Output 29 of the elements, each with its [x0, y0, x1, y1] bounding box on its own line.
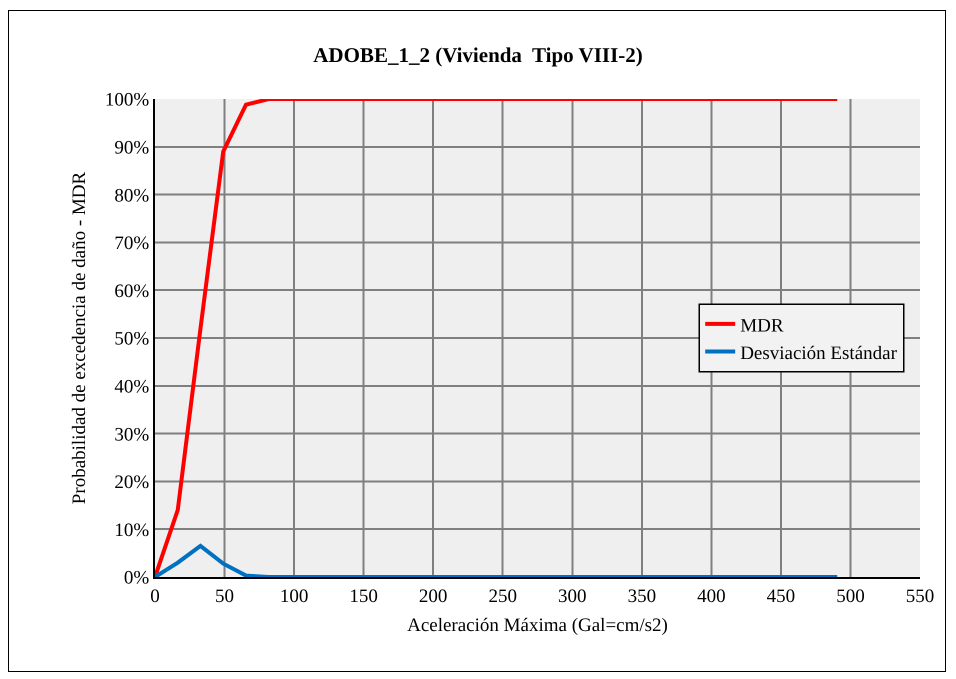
- x-tick-label: 350: [628, 586, 656, 607]
- x-tick-label: 550: [906, 586, 934, 607]
- line-series: [155, 544, 840, 577]
- y-tick-label: 30%: [114, 424, 150, 446]
- x-tick-label: 200: [418, 586, 448, 607]
- y-tick-label: 10%: [114, 520, 150, 541]
- x-tick-label: 300: [558, 586, 587, 607]
- x-tick-label: 100: [280, 586, 308, 607]
- chart-title: ADOBE_1_2 (Vivienda Tipo VIII-2): [313, 43, 643, 68]
- y-tick-label: 0%: [124, 568, 150, 589]
- x-tick-label: 150: [349, 586, 378, 607]
- y-tick-label: 80%: [114, 185, 150, 206]
- y-tick-label: 90%: [114, 137, 150, 158]
- y-tick-label: 70%: [114, 233, 150, 254]
- x-tick-label: 50: [215, 586, 234, 607]
- y-tick-label: 40%: [114, 376, 150, 398]
- x-tick-label: 500: [836, 586, 865, 607]
- y-tick-label: 50%: [114, 328, 150, 350]
- y-axis-title: Probabilidad de excedencia de daño - MDR: [69, 171, 90, 504]
- y-tick-label: 60%: [114, 280, 150, 302]
- x-axis-title: Aceleración Máxima (Gal=cm/s2): [407, 615, 668, 636]
- x-tick-label: 250: [488, 586, 517, 607]
- x-tick-label: 400: [697, 586, 726, 607]
- y-tick-label: 20%: [114, 472, 150, 494]
- x-tick-label: 450: [766, 586, 796, 607]
- y-tick-label: 100%: [104, 90, 150, 111]
- legend-label: Desviación Estándar: [740, 342, 898, 364]
- x-tick-label: 0: [150, 586, 160, 607]
- legend-label: MDR: [740, 315, 784, 336]
